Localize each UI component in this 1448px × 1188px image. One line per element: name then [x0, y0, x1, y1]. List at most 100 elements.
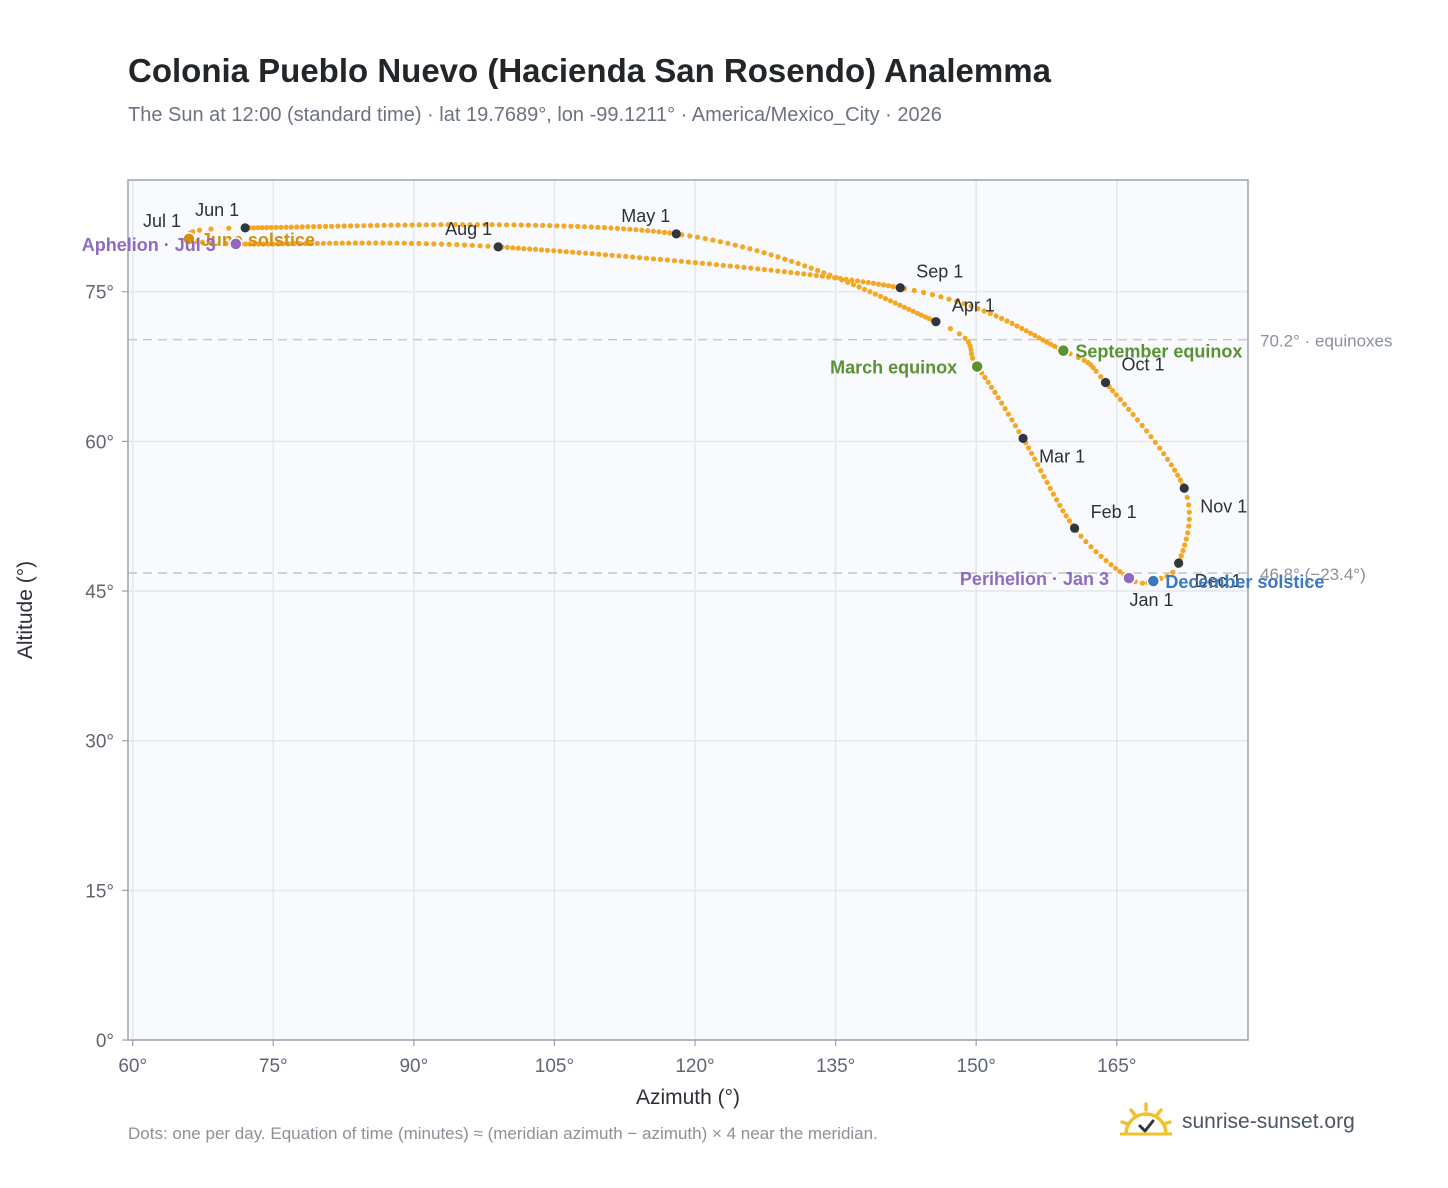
daily-dot: [706, 261, 713, 267]
event-label: June solstice: [201, 230, 315, 250]
daily-dot: [314, 240, 320, 246]
daily-dot: [1075, 354, 1081, 361]
daily-dot: [865, 279, 871, 286]
y-tick-label: 0°: [96, 1031, 114, 1052]
daily-dot: [650, 228, 657, 234]
daily-dot: [788, 269, 794, 276]
daily-dot: [366, 240, 372, 246]
daily-dot: [446, 241, 452, 247]
daily-dot: [1047, 485, 1053, 491]
daily-dot: [511, 222, 517, 228]
daily-dot: [1081, 357, 1087, 363]
daily-dot: [1186, 502, 1192, 508]
daily-dot: [467, 222, 473, 228]
daily-dot: [1103, 558, 1109, 564]
daily-dot: [445, 222, 451, 228]
daily-dot: [1184, 494, 1190, 500]
daily-dot: [416, 222, 422, 228]
daily-dot: [1012, 423, 1019, 429]
daily-dot: [918, 312, 925, 318]
daily-dot: [982, 374, 988, 381]
daily-dot: [273, 224, 279, 230]
daily-dot: [438, 222, 444, 228]
daily-dot: [761, 250, 767, 256]
daily-dot: [510, 245, 516, 251]
daily-dot: [583, 250, 589, 256]
x-axis-ticks: 60° 75° 90° 105° 120° 135° 150° 165°: [118, 1040, 1136, 1077]
daily-dot: [843, 276, 849, 282]
daily-dot: [1139, 580, 1146, 586]
daily-dot: [633, 227, 639, 233]
daily-dot: [299, 224, 305, 230]
daily-dot: [1126, 406, 1132, 412]
x-tick-label: 105°: [535, 1056, 574, 1077]
reference-line-label: 70.2° · equinoxes: [1260, 332, 1393, 351]
daily-dot: [1148, 434, 1154, 440]
daily-dot: [256, 241, 262, 247]
daily-dot: [999, 315, 1005, 322]
daily-dot: [540, 222, 546, 228]
daily-dot: [1083, 539, 1089, 545]
daily-dot: [275, 241, 281, 247]
month-label: Jul 1: [143, 211, 181, 231]
daily-dot: [294, 224, 300, 230]
daily-dot: [359, 240, 365, 246]
daily-dot: [819, 273, 826, 279]
daily-dot: [782, 256, 788, 262]
daily-dot: [423, 241, 429, 247]
daily-dot: [1152, 439, 1158, 445]
daily-dot: [987, 310, 993, 317]
daily-dot: [814, 267, 821, 273]
daily-dot: [322, 223, 329, 229]
y-tick-label: 30°: [85, 732, 114, 753]
daily-dot: [870, 280, 877, 286]
daily-dot: [727, 263, 733, 269]
daily-dot: [374, 222, 380, 228]
daily-dot: [1113, 392, 1119, 398]
daily-dot: [623, 253, 629, 259]
month-label: Sep 1: [916, 262, 963, 282]
daily-dot: [621, 226, 627, 232]
daily-dot: [588, 224, 594, 230]
daily-dot: [890, 283, 896, 290]
daily-dot: [297, 241, 303, 247]
event-label: December solstice: [1165, 572, 1324, 592]
daily-dot: [692, 260, 699, 266]
daily-dot: [985, 379, 991, 385]
y-tick-label: 75°: [85, 283, 114, 304]
daily-dot: [341, 223, 347, 229]
daily-dot: [401, 240, 407, 246]
daily-dot: [1004, 318, 1010, 324]
daily-dot: [1113, 565, 1119, 571]
x-tick-label: 165°: [1097, 1056, 1136, 1077]
daily-dot: [732, 242, 738, 248]
y-tick-label: 60°: [85, 432, 114, 453]
y-tick-label: 45°: [85, 582, 114, 603]
daily-dot: [199, 239, 205, 245]
daily-dot: [713, 262, 720, 268]
reference-line-label: 46.8° (−23.4°): [1260, 565, 1366, 584]
daily-dot: [962, 335, 968, 341]
daily-dot: [247, 241, 253, 247]
daily-dot: [1088, 544, 1094, 550]
daily-dot: [795, 260, 801, 267]
daily-dot: [1035, 462, 1041, 468]
daily-dot: [650, 256, 657, 262]
daily-dot: [627, 226, 633, 232]
daily-dot: [521, 246, 527, 252]
brand[interactable]: sunrise-sunset.org: [1120, 1102, 1355, 1142]
daily-dot: [1009, 417, 1015, 423]
daily-dot: [1005, 411, 1012, 417]
chart-subtitle: The Sun at 12:00 (standard time) · lat 1…: [128, 104, 942, 126]
daily-dot: [438, 241, 445, 247]
daily-dot: [268, 224, 274, 231]
x-tick-label: 75°: [259, 1056, 288, 1077]
daily-dot: [596, 251, 602, 257]
daily-dot: [1026, 445, 1032, 451]
daily-dot: [395, 222, 401, 228]
daily-dot: [687, 233, 693, 239]
daily-dot: [308, 240, 314, 247]
daily-dot: [387, 240, 393, 246]
y-axis-label: Altitude (°): [14, 561, 37, 659]
event-marker: [970, 359, 984, 374]
